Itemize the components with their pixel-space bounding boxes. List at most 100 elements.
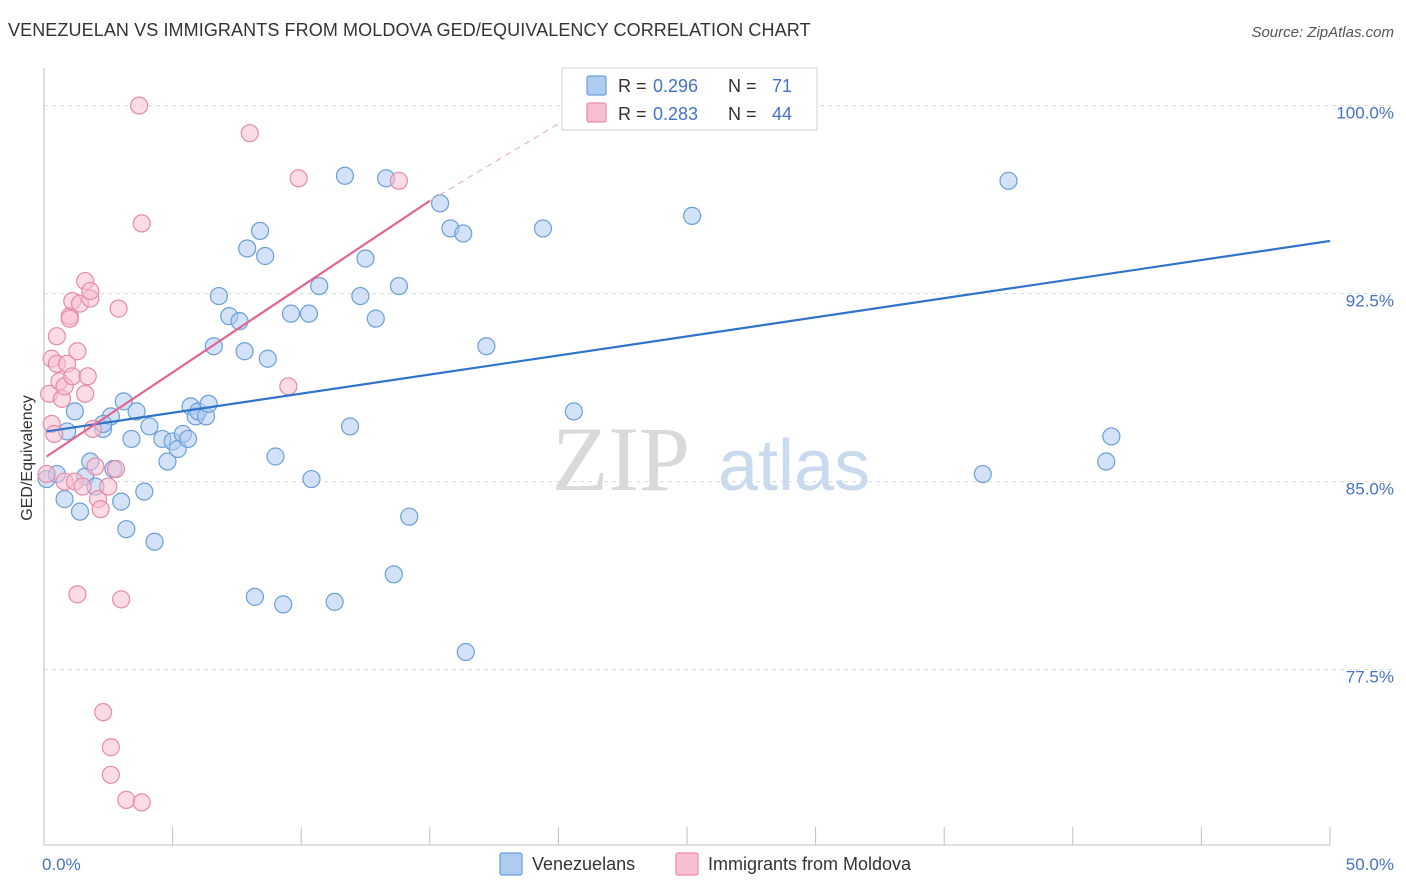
venezuelans-point (70, 502, 90, 521)
moldova-point (112, 590, 131, 609)
venezuelans-point (400, 507, 419, 526)
moldova-trend-extension (429, 92, 611, 202)
venezuelans-point (114, 392, 133, 411)
stats-legend-r-value-moldova: 0.283 (653, 104, 698, 124)
venezuelans-point (973, 464, 992, 484)
venezuelans-point (256, 246, 275, 266)
venezuelans-point (55, 490, 74, 509)
venezuelans-point (258, 349, 277, 368)
y-axis-title: GED/Equivalency (19, 395, 36, 520)
venezuelans-point (235, 342, 254, 361)
venezuelans-point (266, 447, 285, 466)
stats-legend-n-value-venezuelans: 71 (772, 76, 792, 96)
venezuelans-point (302, 469, 321, 489)
y-tick-label: 85.0% (1346, 480, 1394, 499)
y-tick-label: 77.5% (1346, 668, 1394, 687)
moldova-point (81, 281, 100, 301)
bottom-legend-label-venezuelans: Venezuelans (532, 854, 635, 874)
venezuelans-point (112, 492, 131, 511)
moldova-point (60, 309, 79, 328)
venezuelans-point (117, 520, 136, 539)
x-axis-ticks (43, 827, 1331, 845)
venezuelans-point (209, 286, 228, 306)
bottom-legend: Venezuelans Immigrants from Moldova (499, 852, 912, 876)
watermark: ZIP atlas (552, 408, 870, 510)
stats-legend-r-label-venezuelans: R = (618, 76, 647, 96)
moldova-point (47, 327, 66, 346)
venezuelans-point (140, 417, 159, 436)
moldova-point (76, 384, 95, 403)
moldova-point (106, 459, 126, 479)
moldova-point (99, 477, 118, 496)
stats-legend: R = 0.296 N = 71 R = 0.283 N = 44 (561, 67, 818, 131)
trend-lines (45, 92, 1331, 458)
stats-legend-r-value-venezuelans: 0.296 (653, 76, 698, 96)
venezuelans-point (122, 429, 141, 449)
venezuelans-point (454, 224, 473, 243)
venezuelans-point (456, 642, 475, 662)
stats-legend-n-label-venezuelans: N = (728, 76, 757, 96)
moldova-point (45, 424, 64, 444)
moldova-point (78, 367, 97, 386)
moldova-point (389, 171, 409, 190)
y-axis-tick-labels: 77.5% 85.0% 92.5% 100.0% (1336, 104, 1394, 687)
moldova-point (68, 585, 87, 604)
y-tick-label: 100.0% (1336, 104, 1394, 123)
venezuelans-point (145, 532, 164, 551)
moldova-point (73, 477, 92, 496)
x-tick-label-min: 0.0% (42, 855, 81, 874)
venezuelans-point (281, 304, 301, 323)
venezuelans-trend-line (46, 239, 1331, 433)
watermark-atlas: atlas (718, 426, 870, 506)
moldova-point (240, 124, 259, 143)
stats-legend-swatch-venezuelans (586, 75, 607, 96)
bottom-legend-swatch-moldova (675, 852, 699, 876)
venezuelans-point (158, 452, 177, 471)
venezuelans-point (430, 194, 450, 213)
stats-legend-swatch-moldova (586, 102, 607, 123)
moldova-point (117, 790, 136, 809)
moldova-point (63, 367, 82, 386)
venezuelans-points (37, 91, 1121, 662)
chart-title: VENEZUELAN VS IMMIGRANTS FROM MOLDOVA GE… (8, 20, 811, 40)
venezuelans-point (1097, 452, 1116, 471)
venezuelans-point (356, 249, 375, 268)
moldova-trend-line (45, 199, 431, 458)
venezuelans-point (274, 595, 293, 614)
moldova-points (37, 96, 409, 812)
venezuelans-point (351, 286, 370, 306)
grid-lines (44, 105, 1394, 671)
moldova-point (130, 96, 149, 115)
bottom-legend-label-moldova: Immigrants from Moldova (708, 854, 912, 874)
moldova-point (132, 214, 151, 233)
bottom-legend-swatch-venezuelans (499, 852, 523, 876)
venezuelans-point (683, 206, 702, 225)
source-label: Source: ZipAtlas.com (1251, 24, 1394, 41)
venezuelans-point (135, 482, 154, 501)
moldova-point (37, 464, 56, 484)
moldova-point (68, 342, 87, 361)
venezuelans-point (199, 394, 218, 413)
moldova-point (94, 703, 113, 722)
venezuelans-point (65, 402, 84, 421)
moldova-point (91, 500, 110, 519)
venezuelans-point (250, 221, 270, 241)
venezuelans-point (178, 429, 198, 449)
venezuelans-point (533, 219, 553, 238)
venezuelans-point (366, 309, 385, 328)
venezuelans-point (127, 402, 146, 421)
venezuelans-point (999, 171, 1018, 190)
venezuelans-point (245, 587, 265, 606)
moldova-point (86, 457, 105, 476)
stats-legend-r-label-moldova: R = (618, 104, 647, 124)
venezuelans-point (340, 417, 360, 436)
venezuelans-point (564, 402, 583, 421)
venezuelans-point (310, 276, 329, 296)
venezuelans-point (238, 239, 257, 258)
venezuelans-point (325, 592, 344, 611)
stats-legend-n-label-moldova: N = (728, 104, 757, 124)
moldova-point (109, 299, 128, 318)
venezuelans-point (299, 304, 319, 323)
stats-legend-n-value-moldova: 44 (772, 104, 792, 124)
